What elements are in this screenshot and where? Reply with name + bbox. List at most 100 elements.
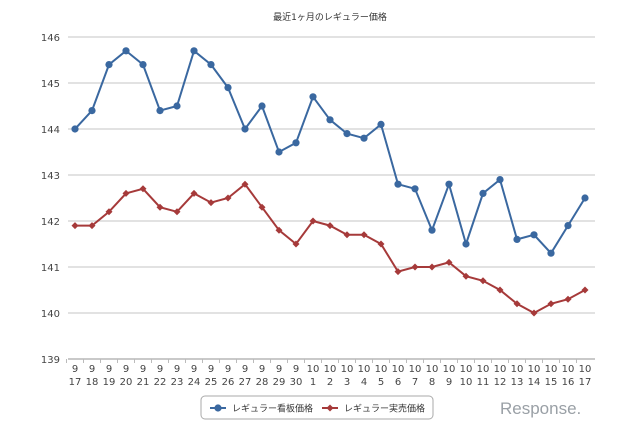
x-tick-month: 10 bbox=[545, 364, 558, 375]
x-tick-month: 9 bbox=[242, 364, 248, 375]
data-point bbox=[156, 107, 164, 115]
data-point bbox=[377, 120, 385, 128]
x-tick-month: 10 bbox=[494, 364, 507, 375]
x-tick-day: 11 bbox=[477, 377, 490, 388]
x-tick-day: 23 bbox=[171, 377, 184, 388]
x-tick-month: 9 bbox=[276, 364, 282, 375]
data-point bbox=[326, 116, 334, 124]
x-tick-month: 10 bbox=[477, 364, 490, 375]
x-tick-day: 17 bbox=[579, 377, 592, 388]
x-tick-month: 9 bbox=[259, 364, 265, 375]
data-point bbox=[173, 102, 181, 110]
legend-label: レギュラー看板価格 bbox=[232, 403, 313, 415]
data-point bbox=[207, 61, 215, 69]
x-tick-day: 19 bbox=[103, 377, 116, 388]
data-point bbox=[377, 240, 385, 248]
data-point bbox=[156, 203, 164, 211]
data-point bbox=[190, 189, 198, 197]
x-tick-month: 10 bbox=[426, 364, 439, 375]
x-tick-day: 15 bbox=[545, 377, 558, 388]
data-point bbox=[139, 61, 147, 69]
x-tick-day: 24 bbox=[188, 377, 201, 388]
series-2 bbox=[71, 180, 589, 317]
data-point bbox=[394, 268, 402, 276]
data-point bbox=[581, 286, 589, 294]
data-point bbox=[360, 134, 368, 142]
legend-label: レギュラー実売価格 bbox=[344, 403, 425, 415]
x-tick-month: 10 bbox=[307, 364, 320, 375]
data-point bbox=[530, 231, 538, 239]
x-tick-day: 20 bbox=[120, 377, 133, 388]
x-tick-day: 25 bbox=[205, 377, 218, 388]
x-tick-day: 16 bbox=[562, 377, 575, 388]
data-point bbox=[581, 194, 589, 202]
data-point bbox=[479, 277, 487, 285]
x-tick-day: 7 bbox=[412, 377, 418, 388]
data-point bbox=[258, 203, 266, 211]
data-point bbox=[326, 222, 334, 230]
x-tick-month: 10 bbox=[409, 364, 422, 375]
x-tick-month: 9 bbox=[140, 364, 146, 375]
data-point bbox=[258, 102, 266, 110]
x-tick-month: 10 bbox=[375, 364, 388, 375]
x-tick-day: 1 bbox=[310, 377, 316, 388]
x-tick-month: 9 bbox=[191, 364, 197, 375]
x-tick-day: 18 bbox=[86, 377, 99, 388]
y-tick-label: 140 bbox=[41, 309, 60, 320]
series-1 bbox=[71, 47, 589, 257]
data-point bbox=[105, 208, 113, 216]
y-tick-label: 144 bbox=[41, 125, 60, 136]
data-point bbox=[190, 47, 198, 55]
x-tick-day: 5 bbox=[378, 377, 384, 388]
data-point bbox=[224, 194, 232, 202]
x-tick-month: 10 bbox=[511, 364, 524, 375]
data-point bbox=[564, 295, 572, 303]
x-tick-day: 12 bbox=[494, 377, 507, 388]
x-tick-month: 9 bbox=[293, 364, 299, 375]
data-point bbox=[173, 208, 181, 216]
x-tick-day: 6 bbox=[395, 377, 401, 388]
x-tick-month: 9 bbox=[72, 364, 78, 375]
data-point bbox=[496, 286, 504, 294]
legend-item-2[interactable]: レギュラー実売価格 bbox=[322, 403, 425, 415]
data-point bbox=[394, 180, 402, 188]
x-tick-day: 10 bbox=[460, 377, 473, 388]
x-tick-month: 10 bbox=[528, 364, 541, 375]
x-tick-day: 17 bbox=[69, 377, 82, 388]
data-point bbox=[547, 249, 555, 257]
y-axis: 139 140 141 142 143 144 145 146 bbox=[41, 33, 60, 366]
gridlines bbox=[68, 36, 595, 360]
x-tick-month: 9 bbox=[106, 364, 112, 375]
data-point bbox=[462, 240, 470, 248]
x-tick-month: 10 bbox=[562, 364, 575, 375]
x-tick-day: 28 bbox=[256, 377, 269, 388]
x-tick-day: 8 bbox=[429, 377, 435, 388]
legend-marker bbox=[326, 404, 334, 412]
data-point bbox=[343, 130, 351, 138]
data-point bbox=[207, 199, 215, 207]
data-point bbox=[71, 125, 79, 133]
x-tick-day: 30 bbox=[290, 377, 303, 388]
data-point bbox=[71, 222, 79, 230]
y-tick-label: 145 bbox=[41, 79, 60, 90]
data-point bbox=[513, 235, 521, 243]
x-tick-month: 10 bbox=[324, 364, 337, 375]
x-tick-month: 9 bbox=[123, 364, 129, 375]
series-group bbox=[71, 47, 589, 317]
data-point bbox=[360, 231, 368, 239]
x-tick-month: 10 bbox=[392, 364, 405, 375]
x-tick-month: 10 bbox=[443, 364, 456, 375]
x-tick-month: 10 bbox=[579, 364, 592, 375]
x-tick-day: 14 bbox=[528, 377, 541, 388]
legend-item-1[interactable]: レギュラー看板価格 bbox=[210, 403, 313, 415]
data-point bbox=[241, 125, 249, 133]
response-logo: Response. bbox=[500, 399, 581, 418]
x-tick-month: 9 bbox=[89, 364, 95, 375]
x-tick-day: 29 bbox=[273, 377, 286, 388]
data-point bbox=[275, 148, 283, 156]
data-point bbox=[292, 240, 300, 248]
series-line bbox=[75, 182, 586, 315]
data-point bbox=[513, 300, 521, 308]
data-point bbox=[564, 222, 572, 230]
